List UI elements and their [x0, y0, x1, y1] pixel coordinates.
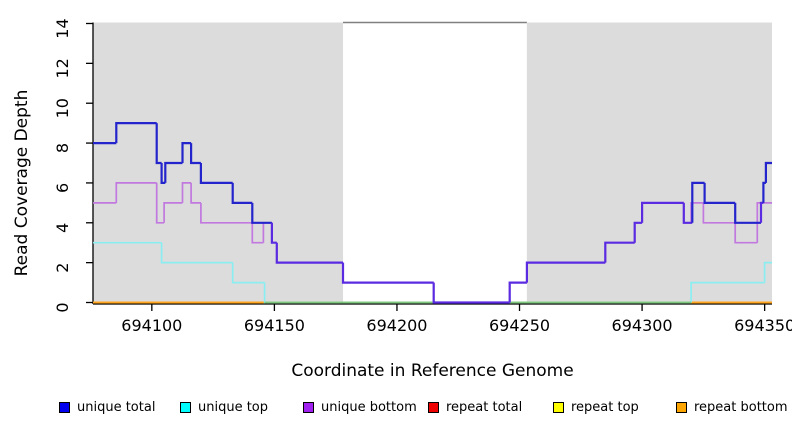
series-line-unique-bottom — [734, 222, 758, 244]
coverage-chart: 0 2 4 6 8 10 12 14 694100 694150 694200 694250 69430… — [12, 18, 792, 381]
series-line-unique-total — [199, 163, 233, 184]
legend-label-repeat-top: repeat top — [571, 399, 639, 415]
series-line-unique-total — [164, 161, 183, 183]
x-tick-label: 694300 — [612, 316, 673, 335]
series-line-unique-total — [251, 202, 272, 224]
y-tick-label: 2 — [53, 263, 72, 273]
legend-item-unique-top: unique top — [180, 398, 268, 416]
series-line-unique-total — [734, 202, 761, 224]
y-tick-label: 8 — [53, 143, 72, 153]
y-tick-label: 12 — [53, 58, 72, 78]
legend-label-unique-bottom: unique bottom — [321, 399, 417, 415]
series-line-unique-total — [682, 202, 693, 224]
series-line-unique-top — [690, 281, 765, 303]
legend-label-unique-total: unique total — [77, 399, 156, 415]
legend-swatch-repeat-top — [553, 401, 564, 413]
y-tick-label: 0 — [53, 302, 72, 312]
series-line-unique-bottom — [200, 202, 253, 224]
series-line-unique-bottom — [181, 182, 192, 203]
series-line-unique-total — [190, 143, 201, 165]
series-line-unique-total — [181, 142, 192, 163]
y-axis-title: Read Coverage Depth — [12, 90, 32, 277]
legend-swatch-unique-top — [180, 401, 191, 413]
series-line-unique-top — [160, 242, 233, 264]
legend-item-repeat-total: repeat total — [428, 398, 522, 416]
series-line-unique-top — [763, 261, 772, 283]
series-line-unique-bottom — [508, 281, 527, 303]
legend-label-repeat-bottom: repeat bottom — [694, 399, 788, 415]
legend-item-repeat-top: repeat top — [553, 398, 639, 416]
series-line-unique-total — [275, 242, 343, 264]
series-line-unique-bottom — [251, 222, 264, 244]
series-line-unique-total — [270, 222, 277, 244]
series-line-unique-total — [604, 241, 635, 263]
series-line-unique-total — [508, 281, 527, 303]
series-line-unique-total — [432, 282, 510, 304]
x-tick-label: 694250 — [489, 316, 550, 335]
y-tick-label: 10 — [53, 98, 72, 118]
series-line-unique-total — [764, 161, 772, 183]
series-line-unique-total — [160, 163, 166, 184]
series-line-unique-bottom — [190, 182, 201, 204]
x-tick-label: 694150 — [244, 316, 305, 335]
legend-swatch-unique-total — [59, 401, 70, 413]
y-tick-label: 6 — [53, 183, 72, 193]
legend-label-unique-top: unique top — [198, 399, 269, 415]
y-tick-label: 14 — [53, 18, 72, 38]
legend-item-unique-bottom: unique bottom — [303, 398, 417, 416]
x-tick-label: 694200 — [366, 316, 427, 335]
legend-item-repeat-bottom: repeat bottom — [676, 398, 788, 416]
legend-item-unique-total: unique total — [59, 398, 155, 416]
series-line-unique-total — [155, 123, 162, 165]
series-line-unique-total — [633, 221, 643, 243]
series-line-unique-total — [231, 182, 253, 204]
series-line-unique-total — [115, 122, 157, 144]
y-tick-label: 4 — [53, 223, 72, 233]
legend-label-repeat-total: repeat total — [446, 399, 523, 415]
series-line-unique-bottom — [163, 202, 183, 223]
x-tick-label: 694350 — [734, 316, 792, 335]
legend-swatch-repeat-bottom — [676, 401, 687, 413]
series-line-unique-total — [691, 181, 705, 223]
series-line-unique-bottom — [702, 202, 736, 224]
series-line-unique-bottom — [342, 262, 434, 284]
legend-swatch-unique-bottom — [303, 401, 314, 413]
series-line-unique-bottom — [756, 202, 772, 243]
shaded-band-1 — [526, 22, 772, 303]
x-axis-title: Coordinate in Reference Genome — [291, 361, 573, 381]
series-line-unique-bottom — [690, 202, 704, 223]
legend: unique total unique top unique bottom re… — [0, 398, 792, 420]
series-line-unique-total — [525, 261, 606, 283]
series-line-unique-total — [703, 182, 736, 204]
legend-swatch-repeat-total — [428, 401, 439, 413]
series-line-unique-bottom — [155, 182, 165, 224]
series-line-unique-top — [231, 262, 265, 284]
x-tick-label: 694100 — [121, 316, 182, 335]
series-line-unique-total — [641, 201, 684, 223]
shaded-band-0 — [93, 22, 344, 303]
series-line-unique-total — [341, 262, 434, 284]
series-line-unique-bottom — [115, 182, 157, 203]
series-line-unique-bottom — [432, 282, 510, 304]
